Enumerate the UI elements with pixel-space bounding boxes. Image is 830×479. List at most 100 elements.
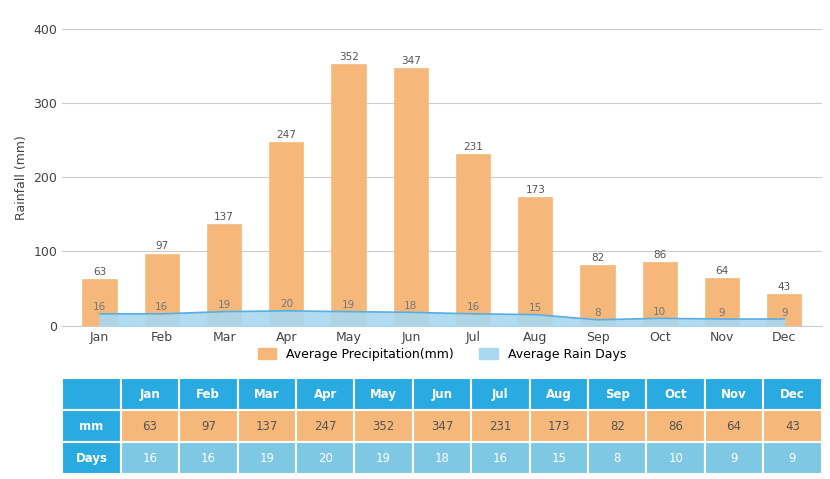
Text: 9: 9 (719, 308, 725, 318)
Bar (767, 294, 802, 326)
FancyBboxPatch shape (179, 442, 237, 474)
Text: 8: 8 (594, 308, 601, 319)
Text: 64: 64 (726, 420, 741, 433)
Text: 43: 43 (778, 282, 791, 292)
FancyBboxPatch shape (705, 378, 764, 411)
Text: 137: 137 (256, 420, 278, 433)
Text: Days: Days (76, 452, 107, 465)
FancyBboxPatch shape (705, 411, 764, 442)
Text: 10: 10 (668, 452, 683, 465)
FancyBboxPatch shape (62, 378, 120, 411)
Text: 86: 86 (668, 420, 683, 433)
FancyBboxPatch shape (62, 442, 120, 474)
Text: 173: 173 (548, 420, 570, 433)
Text: 16: 16 (143, 452, 158, 465)
Bar (705, 278, 740, 326)
Text: 16: 16 (155, 302, 168, 312)
FancyBboxPatch shape (120, 442, 179, 474)
Text: mm: mm (80, 420, 104, 433)
Text: 16: 16 (93, 302, 106, 312)
FancyBboxPatch shape (296, 411, 354, 442)
Text: 43: 43 (785, 420, 800, 433)
FancyBboxPatch shape (764, 442, 822, 474)
FancyBboxPatch shape (764, 378, 822, 411)
Text: 347: 347 (401, 56, 421, 66)
FancyBboxPatch shape (647, 411, 705, 442)
Text: Apr: Apr (314, 388, 337, 401)
Text: 15: 15 (529, 303, 542, 313)
Text: 86: 86 (653, 250, 666, 260)
FancyBboxPatch shape (530, 442, 588, 474)
Text: Aug: Aug (546, 388, 572, 401)
Bar (580, 265, 615, 326)
Text: 247: 247 (314, 420, 336, 433)
FancyBboxPatch shape (179, 411, 237, 442)
Text: 82: 82 (591, 252, 604, 262)
FancyBboxPatch shape (413, 442, 471, 474)
Text: May: May (370, 388, 397, 401)
FancyBboxPatch shape (764, 411, 822, 442)
Bar (207, 224, 242, 326)
Text: Jul: Jul (492, 388, 509, 401)
Text: Nov: Nov (721, 388, 747, 401)
FancyBboxPatch shape (354, 378, 413, 411)
Text: Jun: Jun (432, 388, 452, 401)
Text: 19: 19 (217, 300, 231, 310)
FancyBboxPatch shape (471, 378, 530, 411)
Text: 16: 16 (493, 452, 508, 465)
Bar (393, 68, 428, 326)
FancyBboxPatch shape (647, 442, 705, 474)
Bar (518, 197, 553, 326)
Bar (269, 142, 304, 326)
Text: Dec: Dec (780, 388, 805, 401)
Text: 247: 247 (276, 130, 296, 140)
Bar (456, 154, 491, 326)
Bar (82, 279, 117, 326)
Text: 20: 20 (280, 299, 293, 309)
FancyBboxPatch shape (705, 442, 764, 474)
FancyBboxPatch shape (413, 411, 471, 442)
FancyBboxPatch shape (588, 411, 647, 442)
FancyBboxPatch shape (413, 378, 471, 411)
Text: 231: 231 (489, 420, 511, 433)
FancyBboxPatch shape (354, 411, 413, 442)
FancyBboxPatch shape (588, 442, 647, 474)
Bar (331, 64, 366, 326)
FancyBboxPatch shape (179, 378, 237, 411)
Text: 137: 137 (214, 212, 234, 222)
Legend: Average Precipitation(mm), Average Rain Days: Average Precipitation(mm), Average Rain … (252, 343, 632, 366)
Text: 18: 18 (435, 452, 449, 465)
Text: 64: 64 (715, 266, 729, 276)
Text: 19: 19 (376, 452, 391, 465)
FancyBboxPatch shape (120, 378, 179, 411)
Text: Feb: Feb (197, 388, 220, 401)
Text: 10: 10 (653, 307, 666, 317)
Text: 352: 352 (339, 52, 359, 62)
FancyBboxPatch shape (647, 378, 705, 411)
Text: 8: 8 (613, 452, 621, 465)
FancyBboxPatch shape (471, 442, 530, 474)
Y-axis label: Rainfall (mm): Rainfall (mm) (15, 135, 28, 220)
Text: Sep: Sep (605, 388, 630, 401)
FancyBboxPatch shape (237, 378, 296, 411)
Text: 97: 97 (155, 241, 168, 251)
Text: Oct: Oct (664, 388, 687, 401)
Text: 18: 18 (404, 301, 417, 311)
Text: 9: 9 (781, 308, 788, 318)
FancyBboxPatch shape (530, 378, 588, 411)
Text: 9: 9 (730, 452, 738, 465)
Text: Jan: Jan (139, 388, 160, 401)
Text: 231: 231 (463, 142, 483, 152)
FancyBboxPatch shape (471, 411, 530, 442)
Bar (642, 262, 677, 326)
FancyBboxPatch shape (120, 411, 179, 442)
Text: 63: 63 (143, 420, 158, 433)
FancyBboxPatch shape (296, 442, 354, 474)
Text: 20: 20 (318, 452, 333, 465)
FancyBboxPatch shape (588, 378, 647, 411)
Text: 97: 97 (201, 420, 216, 433)
FancyBboxPatch shape (530, 411, 588, 442)
Text: 16: 16 (201, 452, 216, 465)
Text: 16: 16 (466, 302, 480, 312)
Text: 63: 63 (93, 267, 106, 277)
